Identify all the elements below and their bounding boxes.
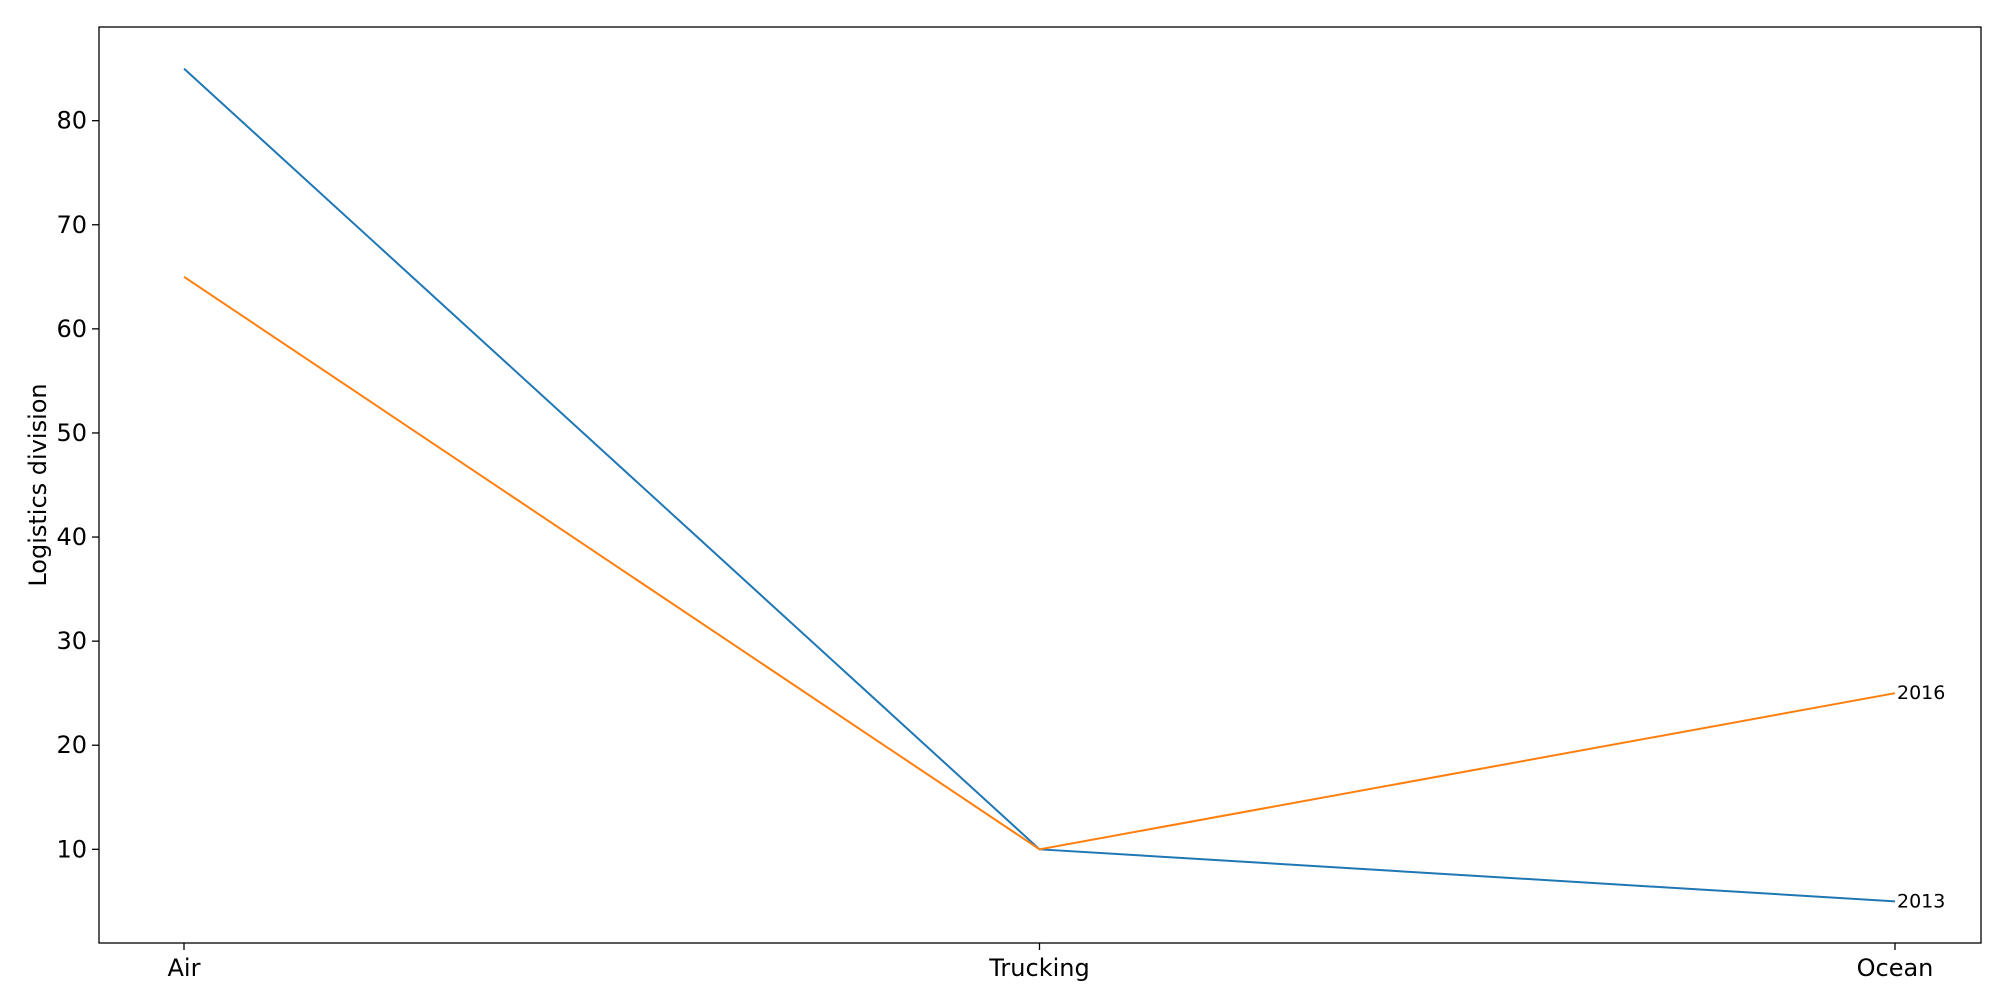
y-tick-label: 40	[56, 523, 87, 551]
series-line-2013	[184, 69, 1895, 902]
x-tick-label-ocean: Ocean	[1857, 954, 1934, 982]
y-tick-label: 10	[56, 835, 87, 863]
y-axis-label: Logistics division	[24, 383, 52, 586]
y-axis-ticks: 10 20 30 40 50 60 70 80	[56, 107, 99, 864]
series-label-2016: 2016	[1897, 682, 1945, 704]
x-tick-label-trucking: Trucking	[988, 954, 1089, 982]
series-end-labels: 2013 2016	[1897, 682, 1945, 912]
x-tick-label-air: Air	[168, 954, 201, 982]
x-axis-ticks: Air Trucking Ocean	[168, 943, 1934, 982]
series-line-2016	[184, 277, 1895, 850]
y-tick-label: 20	[56, 731, 87, 759]
y-tick-label: 50	[56, 419, 87, 447]
series-lines	[184, 69, 1895, 902]
y-tick-label: 60	[56, 315, 87, 343]
plot-area-frame	[99, 27, 1981, 943]
series-label-2013: 2013	[1897, 890, 1945, 912]
y-tick-label: 80	[56, 107, 87, 135]
y-tick-label: 30	[56, 627, 87, 655]
y-tick-label: 70	[56, 211, 87, 239]
